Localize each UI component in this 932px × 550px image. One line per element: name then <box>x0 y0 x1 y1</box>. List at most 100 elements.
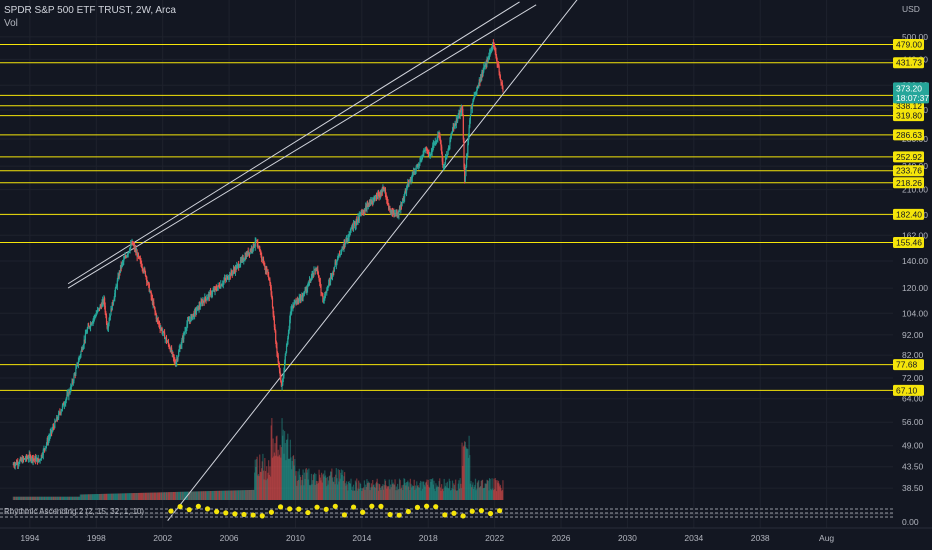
volume-bar <box>200 491 202 500</box>
candle-body <box>65 398 67 401</box>
volume-bar <box>390 487 392 500</box>
candle-body <box>75 368 77 375</box>
candle-body <box>126 255 128 258</box>
volume-bar <box>132 493 134 500</box>
candle-body <box>497 64 499 66</box>
price-tick-label: 49.00 <box>902 441 924 451</box>
volume-bar <box>305 469 307 500</box>
candle-body <box>183 333 185 340</box>
candle-body <box>369 200 371 205</box>
candle-body <box>121 262 124 264</box>
candle-body <box>380 192 382 195</box>
volume-bar <box>498 483 500 500</box>
candle-body <box>321 293 323 296</box>
level-tag-label: 286.63 <box>896 130 922 140</box>
candle-body <box>319 281 321 285</box>
candle-body <box>195 310 198 313</box>
symbol-title[interactable]: SPDR S&P 500 ETF TRUST, 2W, Arca <box>4 5 176 16</box>
volume-bar <box>487 480 489 500</box>
volume-bar <box>379 487 381 500</box>
volume-bar <box>480 480 482 500</box>
candle-body <box>181 337 184 341</box>
time-axis[interactable]: 1994 1998 2002 2006 2010 2014 2018 2022 2026 2030… <box>0 527 932 550</box>
volume-bar <box>300 485 302 500</box>
candle-body <box>187 320 189 322</box>
candle-body <box>424 150 426 151</box>
volume-bar <box>229 490 231 500</box>
volume-bar <box>369 490 371 500</box>
horizontal-levels[interactable] <box>0 43 900 391</box>
volume-bar <box>385 485 387 500</box>
volume-bar <box>58 496 60 500</box>
candle-body <box>442 161 444 168</box>
candle-body <box>449 140 451 147</box>
volume-bar <box>451 488 453 500</box>
volume-bar <box>292 456 294 500</box>
candle-body <box>243 259 245 261</box>
volume-bar <box>378 483 380 500</box>
volume-bar <box>448 488 450 500</box>
volume-bar <box>228 490 230 500</box>
candle-body <box>501 82 503 84</box>
volume-bar <box>368 482 370 500</box>
volume-bar <box>338 481 340 500</box>
volume-bar <box>256 456 258 500</box>
volume-bar <box>397 483 399 500</box>
volume-bar <box>418 487 420 500</box>
volume-bar <box>137 492 139 500</box>
candle-body <box>362 211 364 213</box>
candle-body <box>16 462 18 465</box>
candle-body <box>146 281 148 283</box>
candle-body <box>270 286 272 295</box>
candle-body <box>267 271 269 276</box>
volume-bar <box>495 480 497 500</box>
candle-body <box>17 462 19 465</box>
volume-bar <box>155 492 157 500</box>
candle-body <box>183 332 185 334</box>
volume-bar <box>352 484 355 500</box>
candle-body <box>179 347 181 350</box>
volume-bar <box>501 491 503 500</box>
volume-bar <box>237 490 239 500</box>
volume-bar <box>207 491 209 500</box>
candle-body <box>245 256 247 259</box>
candle-body <box>355 219 357 226</box>
volume-bar <box>351 489 353 500</box>
candle-body <box>479 79 481 83</box>
candle-body <box>321 292 323 294</box>
candle-body <box>400 204 403 207</box>
trend-lines[interactable] <box>67 0 578 522</box>
candle-body <box>98 307 100 310</box>
candle-body <box>96 309 99 313</box>
candle-body <box>352 223 355 230</box>
indicator-dot <box>414 504 421 510</box>
volume-bar <box>260 472 262 500</box>
candle-body <box>211 291 214 294</box>
candle-body <box>164 337 166 339</box>
volume-bar <box>252 489 254 500</box>
volume-bar <box>203 491 205 500</box>
candle-body <box>169 348 171 352</box>
candle-body <box>312 273 314 276</box>
volume-bar <box>56 496 58 500</box>
candle-body <box>36 458 39 463</box>
candle-body <box>344 242 346 245</box>
candle-body <box>486 60 488 65</box>
volume-bar <box>358 488 360 500</box>
candle-body <box>35 457 37 462</box>
volume-bar <box>249 489 251 500</box>
candle-body <box>188 320 191 322</box>
candle-body <box>232 271 234 274</box>
level-tag <box>893 384 924 396</box>
candle-body <box>305 287 307 290</box>
volume-bar <box>375 483 377 500</box>
level-tags: 479.00431.73358.75338.12319.80286.63252.… <box>893 38 929 396</box>
candle-body <box>151 297 154 305</box>
volume-bar <box>102 493 104 500</box>
time-tick-label: 2026 <box>552 533 571 543</box>
volume-bar <box>243 490 245 500</box>
volume-bar <box>487 480 489 500</box>
candle-body <box>323 299 325 300</box>
volume-bar <box>81 494 83 500</box>
